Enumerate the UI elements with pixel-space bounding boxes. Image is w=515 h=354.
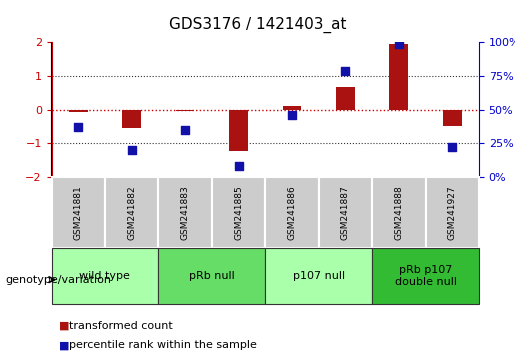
- Point: [448, 144, 456, 150]
- Bar: [122, 110, 141, 128]
- Point: [128, 147, 136, 153]
- Text: wild type: wild type: [79, 271, 130, 281]
- Text: GSM241885: GSM241885: [234, 185, 243, 240]
- Text: GSM241887: GSM241887: [341, 185, 350, 240]
- Point: [341, 68, 350, 74]
- Text: GSM241883: GSM241883: [181, 185, 190, 240]
- FancyBboxPatch shape: [425, 177, 479, 248]
- Text: GDS3176 / 1421403_at: GDS3176 / 1421403_at: [169, 17, 346, 33]
- Text: GSM241888: GSM241888: [394, 185, 403, 240]
- Bar: [336, 87, 355, 110]
- FancyBboxPatch shape: [372, 177, 425, 248]
- Text: ■: ■: [59, 321, 70, 331]
- Text: pRb p107
double null: pRb p107 double null: [394, 265, 456, 287]
- Text: pRb null: pRb null: [189, 271, 235, 281]
- Point: [234, 164, 243, 169]
- FancyBboxPatch shape: [52, 248, 159, 304]
- Point: [288, 112, 296, 118]
- FancyBboxPatch shape: [265, 248, 372, 304]
- Bar: [69, 110, 88, 113]
- Text: genotype/variation: genotype/variation: [5, 275, 111, 285]
- Bar: [229, 110, 248, 151]
- FancyBboxPatch shape: [372, 248, 479, 304]
- FancyBboxPatch shape: [159, 248, 265, 304]
- Text: GSM241927: GSM241927: [448, 185, 457, 240]
- Text: percentile rank within the sample: percentile rank within the sample: [62, 340, 256, 350]
- FancyBboxPatch shape: [265, 177, 319, 248]
- Bar: [443, 110, 461, 126]
- Point: [74, 124, 82, 130]
- Bar: [389, 44, 408, 110]
- Point: [181, 127, 189, 133]
- FancyBboxPatch shape: [319, 177, 372, 248]
- Bar: [283, 106, 301, 110]
- Text: p107 null: p107 null: [293, 271, 345, 281]
- Text: ■: ■: [59, 340, 70, 350]
- Text: GSM241882: GSM241882: [127, 185, 136, 240]
- FancyBboxPatch shape: [52, 177, 105, 248]
- Text: GSM241886: GSM241886: [287, 185, 297, 240]
- Bar: [176, 110, 195, 111]
- FancyBboxPatch shape: [212, 177, 265, 248]
- FancyBboxPatch shape: [159, 177, 212, 248]
- FancyBboxPatch shape: [105, 177, 159, 248]
- Text: transformed count: transformed count: [62, 321, 173, 331]
- Point: [394, 41, 403, 47]
- Text: GSM241881: GSM241881: [74, 185, 83, 240]
